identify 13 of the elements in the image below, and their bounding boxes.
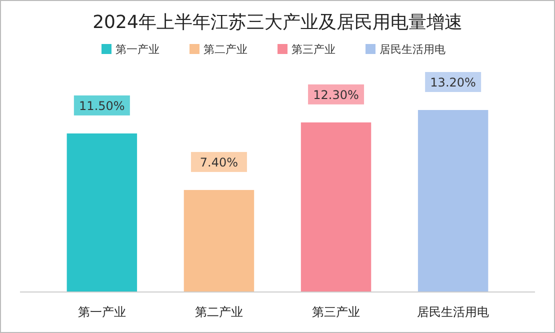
data-label: 7.40% xyxy=(200,155,238,170)
data-label: 13.20% xyxy=(430,76,476,90)
chart-title: 2024年上半年江苏三大产业及居民用电量增速 xyxy=(92,12,462,33)
data-label: 12.30% xyxy=(313,88,359,102)
x-tick-label: 第一产业 xyxy=(78,305,126,319)
legend-label: 第二产业 xyxy=(204,43,248,56)
data-label: 11.50% xyxy=(79,98,125,113)
legend-label: 居民生活用电 xyxy=(380,43,446,56)
x-tick-label: 第三产业 xyxy=(312,305,360,319)
x-tick-label: 居民生活用电 xyxy=(417,305,490,319)
x-tick-label: 第二产业 xyxy=(194,305,243,319)
legend-label: 第三产业 xyxy=(292,43,336,56)
legend-label: 第一产业 xyxy=(116,43,160,56)
